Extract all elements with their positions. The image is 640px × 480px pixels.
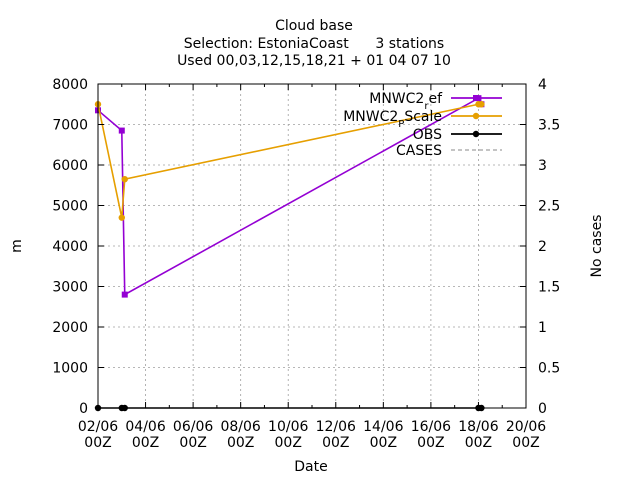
y-tick-label: 2000: [52, 320, 88, 336]
legend-label: MNWC2PScale: [343, 109, 442, 130]
y2-tick-label: 2: [538, 239, 547, 255]
y2-tick-label: 0: [538, 401, 547, 417]
x-tick-label-hour: 00Z: [512, 435, 539, 451]
x-tick-label-day: 10/06: [268, 419, 308, 435]
data-point: [118, 127, 125, 134]
y2-tick-label: 0.5: [538, 361, 560, 377]
x-tick-label-day: 16/06: [411, 419, 451, 435]
y-tick-label: 4000: [52, 239, 88, 255]
x-tick-label-day: 20/06: [506, 419, 546, 435]
grid-lines: [98, 84, 526, 408]
x-tick-label-hour: 00Z: [132, 435, 159, 451]
plot-frame: [97, 83, 527, 409]
y-axis-label: m: [9, 239, 25, 253]
tick-labels: 02/0600Z04/0600Z06/0600Z08/0600Z10/0600Z…: [52, 77, 560, 451]
y-tick-label: 5000: [52, 199, 88, 215]
x-tick-label-hour: 00Z: [370, 435, 397, 451]
legend-label: CASES: [396, 143, 442, 159]
x-tick-label-hour: 00Z: [322, 435, 349, 451]
x-tick-label-hour: 00Z: [275, 435, 302, 451]
y-tick-label: 0: [79, 401, 88, 417]
x-tick-label-hour: 00Z: [227, 435, 254, 451]
legend-marker: [472, 112, 480, 120]
x-tick-label-day: 02/06: [78, 419, 118, 435]
tick-marks: [97, 83, 527, 409]
y2-tick-label: 3: [538, 158, 547, 174]
series-mnwc2-ref: [95, 95, 485, 298]
legend-item: CASES: [396, 143, 502, 159]
y2-axis-label: No cases: [589, 215, 605, 278]
x-tick-label-hour: 00Z: [179, 435, 206, 451]
x-tick-label-hour: 00Z: [84, 435, 111, 451]
y2-tick-label: 2.5: [538, 199, 560, 215]
chart-title-line-2: Selection: EstoniaCoast 3 stations: [184, 36, 444, 52]
y2-tick-label: 1.5: [538, 280, 560, 296]
legend-item: MNWC2PScale: [343, 109, 502, 130]
y-tick-label: 8000: [52, 77, 88, 93]
x-axis-label: Date: [294, 459, 327, 475]
y-tick-label: 7000: [52, 118, 88, 134]
y-tick-label: 3000: [52, 280, 88, 296]
x-tick-label-day: 12/06: [316, 419, 356, 435]
legend-label: OBS: [413, 127, 442, 143]
y-tick-label: 1000: [52, 361, 88, 377]
x-tick-label-day: 18/06: [458, 419, 498, 435]
data-point: [121, 291, 128, 298]
chart-title-line-1: Cloud base: [275, 18, 353, 34]
chart-title-line-3: Used 00,03,12,15,18,21 + 01 04 07 10: [177, 53, 451, 69]
y2-tick-label: 3.5: [538, 118, 560, 134]
legend-marker: [472, 130, 480, 138]
data-point: [478, 101, 485, 108]
data-point: [118, 214, 125, 221]
legend-item: OBS: [413, 127, 502, 143]
legend-marker: [473, 95, 479, 101]
y2-tick-label: 1: [538, 320, 547, 336]
x-tick-label-hour: 00Z: [465, 435, 492, 451]
x-tick-label-day: 14/06: [363, 419, 403, 435]
legend-item: MNWC2ref: [369, 91, 502, 112]
data-point: [121, 175, 128, 183]
y2-tick-label: 4: [538, 77, 547, 93]
x-tick-label-hour: 00Z: [417, 435, 444, 451]
x-tick-label-day: 04/06: [125, 419, 165, 435]
x-tick-label-day: 08/06: [220, 419, 260, 435]
y-tick-label: 6000: [52, 158, 88, 174]
legend-label: MNWC2ref: [369, 91, 443, 112]
x-tick-label-day: 06/06: [173, 419, 213, 435]
